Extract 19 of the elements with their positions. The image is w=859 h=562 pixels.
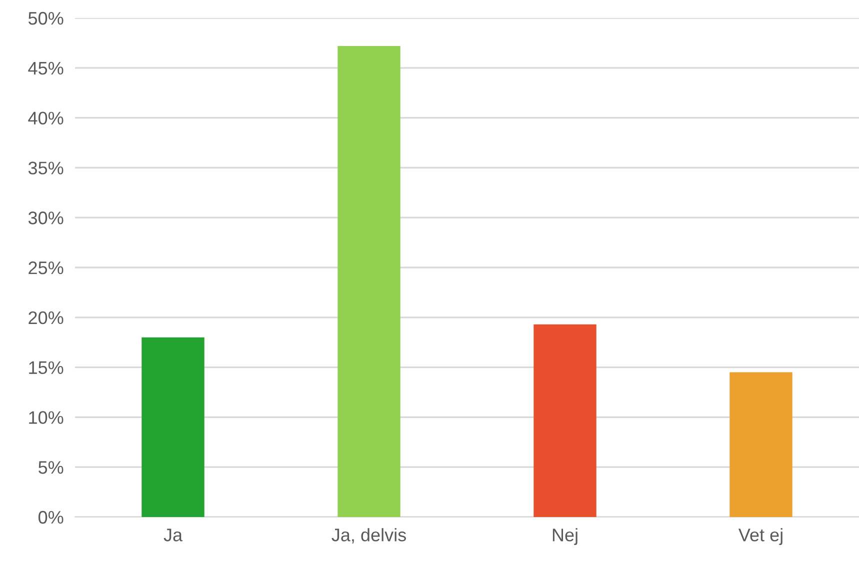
y-tick-label: 45% — [28, 62, 64, 75]
x-tick-label: Ja — [164, 528, 183, 542]
x-tick-label: Ja, delvis — [332, 528, 406, 544]
y-tick-label: 50% — [28, 12, 64, 25]
x-tick-label: Nej — [552, 528, 578, 545]
y-tick-label: 40% — [28, 112, 64, 125]
bar — [142, 337, 204, 517]
y-tick-label: 20% — [28, 311, 64, 324]
y-tick-label: 30% — [28, 212, 64, 224]
y-tick-label: 5% — [38, 461, 64, 474]
bar — [534, 324, 596, 517]
y-tick-label: 25% — [28, 261, 64, 274]
y-tick-label: 10% — [29, 411, 64, 424]
x-tick-label: Vet ej — [738, 528, 782, 545]
y-tick-label: 15% — [29, 361, 64, 374]
bar — [730, 372, 792, 517]
y-tick-label: 35% — [28, 162, 64, 174]
y-tick-label: 0% — [38, 510, 64, 524]
bar — [338, 46, 400, 517]
